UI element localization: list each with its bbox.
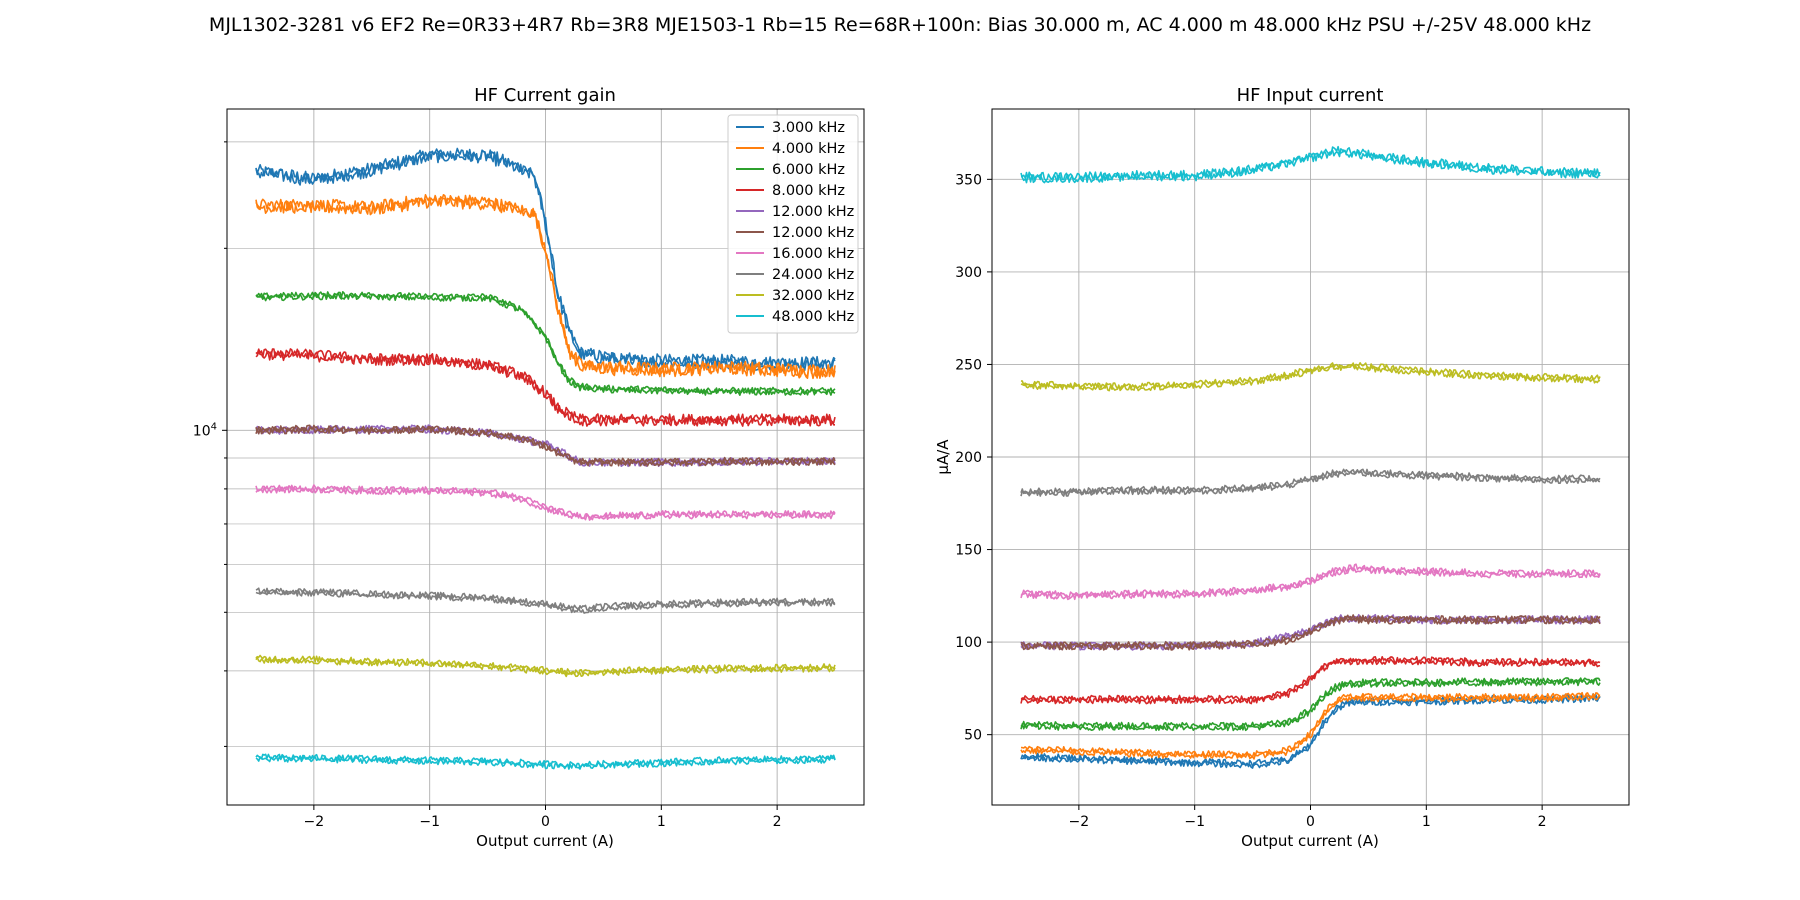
line-3-000-khz-sweep-1 xyxy=(255,147,836,370)
line-series-10-sweep-2 xyxy=(1020,148,1601,184)
current-gain-xticks: −2 −1 0 1 2 xyxy=(304,805,782,830)
x-tick-label: 1 xyxy=(1422,814,1431,830)
y-tick-label: 200 xyxy=(955,450,982,466)
line-series-1-sweep-2 xyxy=(1020,695,1601,769)
legend-label-24-000-khz-8: 24.000 kHz xyxy=(772,267,854,283)
y-tick-label: 250 xyxy=(955,357,982,373)
line-8-000-khz-sweep-2 xyxy=(255,350,835,427)
current-gain-xlabel: Output current (A) xyxy=(476,832,614,850)
line-series-4-sweep-2 xyxy=(1020,658,1601,705)
legend-label-16-000-khz-7: 16.000 kHz xyxy=(772,246,854,262)
line-48-000-khz-sweep-2 xyxy=(255,755,836,770)
x-tick-label: −2 xyxy=(1069,814,1090,830)
line-series-7-sweep-2 xyxy=(1020,566,1601,601)
line-series-6-sweep-2 xyxy=(1020,615,1601,651)
y-tick-label: 300 xyxy=(955,265,982,281)
line-24-000-khz-sweep-2 xyxy=(255,589,836,614)
line-32-000-khz-sweep-2 xyxy=(255,656,836,678)
legend-label-32-000-khz-9: 32.000 kHz xyxy=(772,288,854,304)
current-gain-panel: HF Current gain −2 −1 0 1 2 104 Output curre… xyxy=(193,85,865,850)
y-tick-label-base: 10 xyxy=(193,423,211,439)
x-tick-label: −2 xyxy=(304,814,325,830)
x-tick-label: 2 xyxy=(1538,814,1547,830)
line-series-8-sweep-2 xyxy=(1020,469,1601,497)
x-tick-label: 0 xyxy=(541,814,550,830)
line-16-000-khz-sweep-1 xyxy=(255,484,836,520)
line-series-2-sweep-1 xyxy=(1021,691,1601,758)
legend-label-12-000-khz-5: 12.000 kHz xyxy=(772,204,854,220)
current-gain-yticks: 104 xyxy=(193,141,227,747)
line-4-000-khz-sweep-2 xyxy=(255,195,836,380)
legend-label-8-000-khz-4: 8.000 kHz xyxy=(772,183,845,199)
line-12-000-khz-sweep-2 xyxy=(255,426,836,467)
line-32-000-khz-sweep-1 xyxy=(255,654,836,676)
input-current-xticks: −2 −1 0 1 2 xyxy=(1069,805,1547,830)
line-series-9-sweep-2 xyxy=(1020,363,1601,392)
current-gain-legend: 3.000 kHz 4.000 kHz 6.000 kHz 8.000 kHz 12.0… xyxy=(727,114,859,334)
x-tick-label: 0 xyxy=(1306,814,1315,830)
line-16-000-khz-sweep-2 xyxy=(255,486,836,521)
current-gain-title: HF Current gain xyxy=(474,85,616,106)
y-tick-label: 50 xyxy=(964,728,982,744)
line-series-3-sweep-2 xyxy=(1020,678,1601,732)
x-tick-label: 2 xyxy=(773,814,782,830)
line-series-2-sweep-2 xyxy=(1020,693,1601,760)
y-tick-label: 104 xyxy=(193,421,217,439)
current-gain-series xyxy=(255,147,836,770)
input-current-xlabel: Output current (A) xyxy=(1241,832,1379,850)
input-current-series xyxy=(1020,145,1601,769)
input-current-panel: HF Input current −2 −1 0 1 2 50 100 150 200 250 3… xyxy=(934,85,1630,850)
input-current-ylabel: µA/A xyxy=(934,439,952,475)
line-12-000-khz-sweep-1 xyxy=(255,424,836,465)
input-current-yticks: 50 100 150 200 250 300 350 xyxy=(955,172,992,744)
line-3-000-khz-sweep-2 xyxy=(255,149,836,372)
x-tick-label: −1 xyxy=(1184,814,1205,830)
x-tick-label: 1 xyxy=(657,814,666,830)
legend-label-4-000-khz-2: 4.000 kHz xyxy=(772,141,845,157)
legend-label-48-000-khz-10: 48.000 kHz xyxy=(772,309,854,325)
legend-label-6-000-khz-3: 6.000 kHz xyxy=(772,162,845,178)
input-current-grid xyxy=(992,109,1629,805)
legend-label-12-000-khz-6: 12.000 kHz xyxy=(772,225,854,241)
y-tick-label: 100 xyxy=(955,635,982,651)
line-6-000-khz-sweep-2 xyxy=(255,293,836,396)
y-tick-label: 350 xyxy=(955,172,982,188)
input-current-title: HF Input current xyxy=(1237,85,1384,106)
legend-label-3-000-khz-1: 3.000 kHz xyxy=(772,120,845,136)
y-tick-label-exponent: 4 xyxy=(211,421,217,432)
y-tick-label: 150 xyxy=(955,543,982,559)
line-6-000-khz-sweep-1 xyxy=(255,291,836,394)
x-tick-label: −1 xyxy=(419,814,440,830)
figure-suptitle: MJL1302-3281 v6 EF2 Re=0R33+4R7 Rb=3R8 M… xyxy=(209,14,1591,36)
